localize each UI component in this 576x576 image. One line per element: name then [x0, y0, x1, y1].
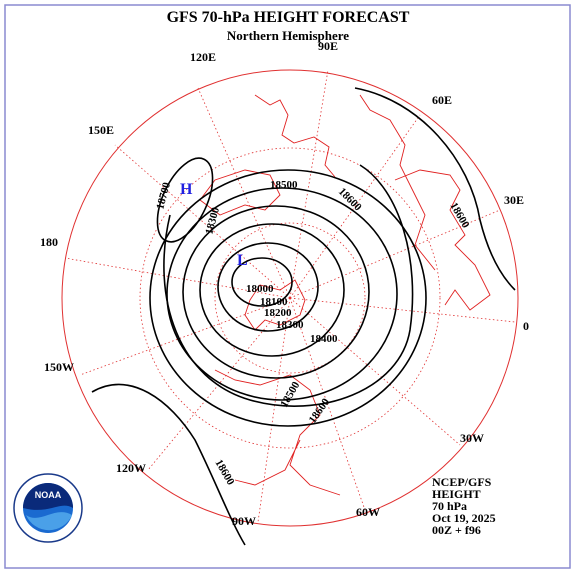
lon-label: 60W	[356, 505, 380, 519]
coastlines	[199, 94, 491, 496]
lon-label: 30W	[460, 431, 484, 445]
contour-label: 18100	[260, 296, 288, 308]
info-line: 00Z + f96	[432, 523, 481, 537]
frame	[4, 4, 571, 569]
high-center: H	[180, 181, 193, 198]
contour-label: 18500	[270, 179, 298, 191]
lon-label: 30E	[504, 193, 524, 207]
contour-label: 18000	[246, 283, 274, 295]
lon-label: 90W	[232, 514, 256, 528]
info-line: HEIGHT	[432, 487, 481, 501]
low-center: L	[237, 252, 248, 269]
lon-label: 60E	[432, 93, 452, 107]
info-line: NCEP/GFS	[432, 475, 492, 489]
subtitle: Northern Hemisphere	[227, 28, 349, 43]
logo-text: NOAA	[35, 490, 62, 500]
contours	[91, 87, 516, 546]
info-line: Oct 19, 2025	[432, 511, 496, 525]
lon-label: 150E	[88, 123, 114, 137]
title: GFS 70-hPa HEIGHT FORECAST	[167, 9, 410, 26]
contour-label: 18200	[264, 307, 292, 319]
lon-label: 120W	[116, 461, 146, 475]
info-line: 70 hPa	[432, 499, 467, 513]
lon-label: 90E	[318, 39, 338, 53]
longitude-labels: 90E 120E 60E 150E 30E 180 0 150W 30W 120…	[40, 39, 529, 528]
contour-label: 18400	[310, 333, 338, 345]
lon-label: 0	[523, 319, 529, 333]
graticule	[61, 69, 519, 527]
info-block: NCEP/GFS HEIGHT 70 hPa Oct 19, 2025 00Z …	[432, 475, 496, 537]
lon-label: 150W	[44, 360, 74, 374]
lon-label: 120E	[190, 50, 216, 64]
lon-label: 180	[40, 235, 58, 249]
contour-label: 18300	[276, 319, 304, 331]
noaa-logo: NOAA	[13, 473, 83, 543]
